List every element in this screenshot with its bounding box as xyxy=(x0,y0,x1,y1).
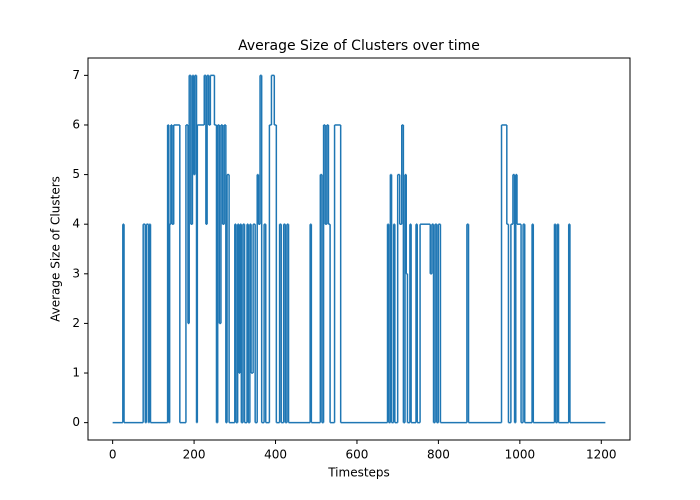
y-tick-label: 3 xyxy=(72,266,80,280)
x-tick-label: 800 xyxy=(427,448,450,462)
x-tick-label: 0 xyxy=(109,448,117,462)
y-tick-label: 4 xyxy=(72,217,80,231)
x-axis-label: Timesteps xyxy=(327,466,390,480)
x-tick-label: 200 xyxy=(183,448,206,462)
chart-title: Average Size of Clusters over time xyxy=(238,38,480,54)
y-tick-label: 7 xyxy=(72,68,80,82)
y-tick-label: 6 xyxy=(72,117,80,131)
y-axis-label: Average Size of Clusters xyxy=(49,176,63,322)
x-tick-label: 600 xyxy=(346,448,369,462)
plot-frame xyxy=(87,57,631,441)
x-tick-label: 1200 xyxy=(586,448,617,462)
y-tick-label: 0 xyxy=(72,415,80,429)
y-tick-label: 1 xyxy=(72,366,80,380)
x-tick-label: 400 xyxy=(264,448,287,462)
x-tick-label: 1000 xyxy=(505,448,536,462)
y-tick-label: 5 xyxy=(72,167,80,181)
step-riser xyxy=(122,75,571,423)
y-tick-label: 2 xyxy=(72,316,80,330)
